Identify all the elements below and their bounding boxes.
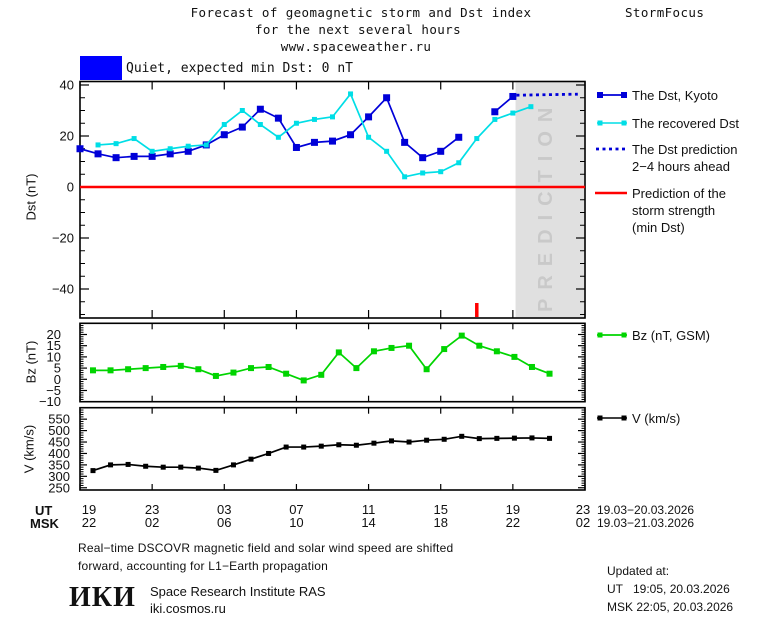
svg-text:22: 22 — [506, 515, 520, 530]
svg-text:07: 07 — [289, 502, 303, 517]
svg-text:19: 19 — [82, 502, 96, 517]
legend-v-label: V (km/s) — [632, 411, 681, 426]
legend-recovered-dst-label: The recovered Dst — [632, 116, 739, 131]
storm-level-swatch — [80, 56, 122, 80]
series-bz — [89, 332, 553, 384]
svg-text:−5: −5 — [46, 383, 61, 398]
svg-text:02: 02 — [145, 515, 159, 530]
panel-dst: 40 20 0 −20 −40 — [52, 78, 586, 319]
svg-text:11: 11 — [362, 502, 376, 517]
svg-text:PREDICTION: PREDICTION — [535, 99, 557, 312]
storm-status-label: Quiet, expected min Dst: 0 nT — [126, 61, 353, 76]
page-title-line2: for the next several hours — [254, 22, 462, 37]
svg-text:18: 18 — [433, 515, 447, 530]
updated-msk: MSK 22:05, 20.03.2026 — [607, 600, 734, 614]
svg-text:250: 250 — [48, 480, 70, 495]
svg-text:15: 15 — [433, 502, 447, 517]
svg-text:40: 40 — [60, 78, 74, 93]
svg-text:19: 19 — [506, 502, 520, 517]
svg-text:20: 20 — [47, 327, 61, 342]
svg-text:−40: −40 — [52, 282, 74, 297]
msk-daterange: 19.03−21.03.2026 — [597, 516, 695, 530]
svg-text:10: 10 — [47, 349, 61, 364]
svg-text:500: 500 — [48, 423, 70, 438]
institute-name: Space Research Institute RAS — [150, 584, 326, 599]
svg-text:450: 450 — [48, 435, 70, 450]
msk-row-label: MSK — [30, 516, 59, 531]
svg-text:−10: −10 — [39, 394, 61, 409]
brand-name: StormFocus — [625, 5, 705, 20]
legend-samples — [595, 92, 628, 421]
svg-text:20: 20 — [60, 129, 74, 144]
prediction-band: PREDICTION — [515, 82, 585, 318]
svg-text:02: 02 — [576, 515, 590, 530]
legend-bz-label: Bz (nT, GSM) — [632, 328, 711, 343]
svg-text:400: 400 — [48, 446, 70, 461]
svg-text:23: 23 — [576, 502, 590, 517]
updated-at-label: Updated at: — [607, 564, 670, 578]
svg-text:23: 23 — [145, 502, 159, 517]
footer-note-line2: forward, accounting for L1−Earth propaga… — [78, 559, 328, 573]
institute-site[interactable]: iki.cosmos.ru — [150, 601, 226, 616]
svg-text:0: 0 — [54, 372, 61, 387]
svg-text:10: 10 — [289, 515, 303, 530]
series-v — [90, 433, 553, 474]
svg-text:06: 06 — [217, 515, 231, 530]
svg-text:0: 0 — [67, 180, 74, 195]
ut-row-label: UT — [35, 503, 53, 518]
ut-daterange: 19.03−20.03.2026 — [597, 503, 695, 517]
svg-text:350: 350 — [48, 457, 70, 472]
iki-logo: ИКИ — [69, 582, 136, 613]
v-axis-title: V (km/s) — [21, 424, 37, 474]
legend-storm-strength-label-1: Prediction of the — [632, 186, 726, 201]
legend-dst-kyoto-label: The Dst, Kyoto — [632, 88, 718, 103]
svg-text:−20: −20 — [52, 231, 74, 246]
series-dst — [76, 91, 585, 189]
updated-ut: UT 19:05, 20.03.2026 — [607, 582, 730, 596]
bz-axis-title: Bz (nT) — [23, 340, 39, 384]
dst-axis-title: Dst (nT) — [23, 173, 39, 221]
footer-note-line1: Real−time DSCOVR magnetic field and sola… — [78, 541, 454, 555]
legend-storm-strength-label-2: storm strength — [632, 203, 716, 218]
legend-dst-prediction-label-1: The Dst prediction — [632, 142, 738, 157]
legend-dst-prediction-label-2: 2−4 hours ahead — [632, 159, 730, 174]
svg-text:22: 22 — [82, 515, 96, 530]
svg-text:15: 15 — [47, 338, 61, 353]
legend-storm-strength-label-3: (min Dst) — [632, 220, 685, 235]
page-title-line1: Forecast of geomagnetic storm and Dst in… — [190, 5, 532, 20]
svg-text:5: 5 — [54, 361, 61, 376]
svg-text:300: 300 — [48, 469, 70, 484]
site-url: www.spaceweather.ru — [280, 39, 432, 54]
svg-text:03: 03 — [217, 502, 231, 517]
svg-text:550: 550 — [48, 412, 70, 427]
svg-text:14: 14 — [361, 515, 375, 530]
